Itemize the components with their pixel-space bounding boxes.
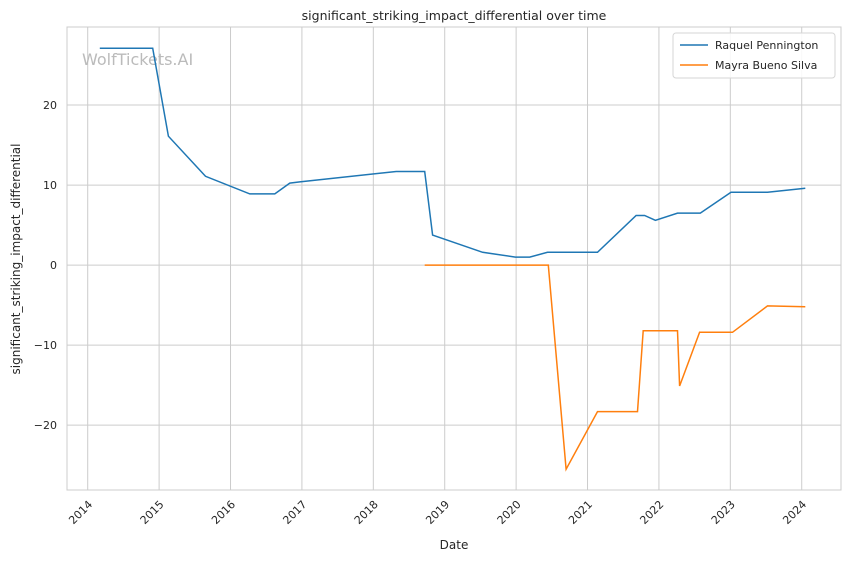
- legend-label: Raquel Pennington: [715, 39, 818, 52]
- y-tick-label: 20: [43, 99, 57, 112]
- x-tick-label: 2015: [138, 498, 167, 527]
- chart-title: significant_striking_impact_differential…: [302, 8, 607, 23]
- series-line-raquel-pennington: [99, 47, 806, 258]
- x-tick-label: 2017: [280, 498, 309, 527]
- x-tick-label: 2021: [566, 498, 595, 527]
- series-lines: [99, 47, 806, 472]
- x-tick-label: 2018: [352, 498, 381, 527]
- x-tick-label: 2023: [709, 498, 738, 527]
- y-tick-label: 0: [50, 259, 57, 272]
- x-tick-label: 2019: [423, 498, 452, 527]
- y-tick-label: −20: [34, 419, 57, 432]
- legend-box: [672, 32, 836, 79]
- x-tick-label: 2016: [209, 498, 238, 527]
- y-axis-label: significant_striking_impact_differential: [9, 144, 23, 375]
- y-tick-label: 10: [43, 179, 57, 192]
- legend: Raquel Pennington Mayra Bueno Silva: [672, 32, 836, 79]
- x-tick-label: 2020: [495, 498, 524, 527]
- x-axis-label: Date: [440, 538, 469, 552]
- series-line-mayra-bueno-silva: [424, 264, 806, 472]
- plot-area: [66, 26, 842, 491]
- watermark: WolfTickets.AI: [82, 50, 193, 69]
- legend-label: Mayra Bueno Silva: [715, 59, 817, 72]
- y-tick-label: −10: [34, 339, 57, 352]
- x-tick-label: 2024: [780, 498, 809, 527]
- x-tick-label: 2014: [66, 498, 95, 527]
- x-tick-label: 2022: [637, 498, 666, 527]
